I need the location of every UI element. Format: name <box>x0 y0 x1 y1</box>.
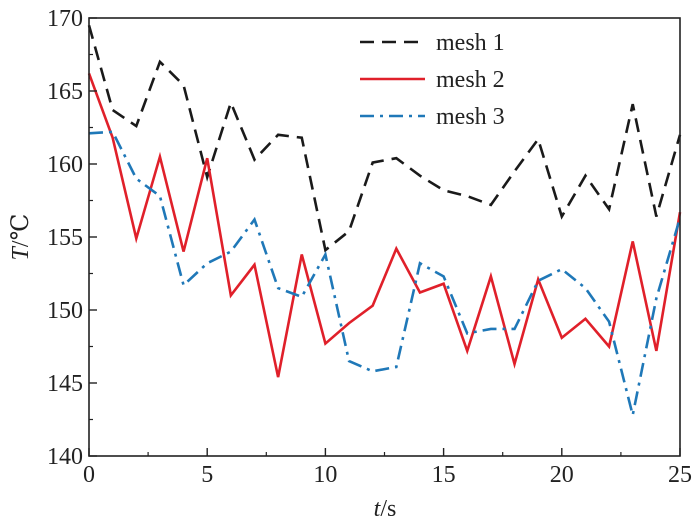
x-tick-label: 15 <box>432 462 456 488</box>
y-tick-label: 170 <box>47 6 83 32</box>
y-tick-label: 165 <box>47 79 83 105</box>
y-tick-label: 145 <box>47 371 83 397</box>
legend-label: mesh 3 <box>436 104 505 130</box>
series-line-mesh-2 <box>87 73 682 378</box>
y-axis-label: T/℃ <box>8 214 34 261</box>
series-line-mesh-1 <box>87 24 682 253</box>
legend-label: mesh 2 <box>436 67 505 93</box>
legend: mesh 1 mesh 2 mesh 3 <box>360 30 505 130</box>
legend-label: mesh 1 <box>436 30 505 56</box>
x-tick-label: 25 <box>668 462 692 488</box>
x-axis-label: t/s <box>374 496 397 522</box>
y-tick-label: 155 <box>47 225 83 251</box>
x-tick-label: 0 <box>83 462 95 488</box>
x-tick-label: 20 <box>550 462 574 488</box>
series-layer <box>87 24 682 416</box>
y-tick-label: 140 <box>47 444 83 470</box>
y-tick-label: 160 <box>47 152 83 178</box>
plot-frame <box>88 17 681 457</box>
x-tick-label: 5 <box>201 462 213 488</box>
ticks-layer: 0 5 10 15 20 25 140 145 150 155 160 165 170 <box>47 6 692 488</box>
series-line-mesh-3 <box>88 130 682 416</box>
y-tick-label: 150 <box>47 298 83 324</box>
x-tick-label: 10 <box>313 462 337 488</box>
